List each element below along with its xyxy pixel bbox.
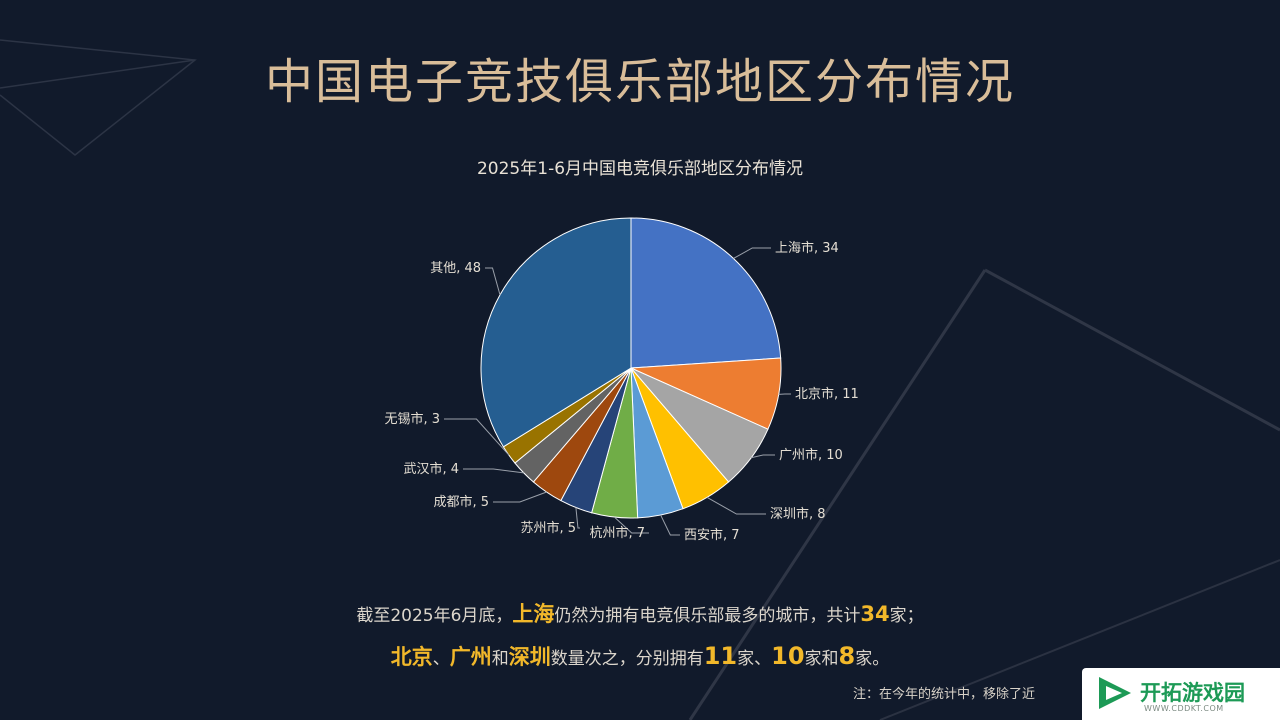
play-triangle-icon bbox=[1099, 677, 1131, 709]
chart-title: 2025年1-6月中国电竞俱乐部地区分布情况 bbox=[476, 159, 804, 179]
summary-text: 和 bbox=[491, 649, 509, 669]
data-label-2: 北京市, 11 bbox=[795, 386, 859, 402]
data-label-1: 上海市, 34 bbox=[775, 240, 839, 256]
summary-line-2: 北京、广州和深圳数量次之，分别拥有11家、10家和8家。 bbox=[0, 641, 1280, 671]
pie-slice-1 bbox=[630, 217, 782, 369]
summary-text: 仍然为拥有电竞俱乐部最多的城市，共计 bbox=[554, 606, 861, 626]
highlight-count: 10 bbox=[771, 642, 805, 670]
data-label-7: 苏州市, 5 bbox=[520, 520, 576, 536]
summary-text: 数量次之，分别拥有 bbox=[550, 649, 704, 669]
highlight-city: 北京 bbox=[390, 645, 433, 669]
summary-line-1: 截至2025年6月底，上海仍然为拥有电竞俱乐部最多的城市，共计34家； bbox=[0, 598, 1280, 628]
summary-text: 家和 bbox=[804, 649, 839, 669]
watermark-url: WWW.CDDKT.COM bbox=[1144, 704, 1224, 713]
leader-line-9 bbox=[463, 468, 524, 474]
highlight-count: 8 bbox=[838, 642, 856, 670]
pie-slice-11 bbox=[480, 217, 632, 448]
data-label-4: 深圳市, 8 bbox=[770, 506, 826, 522]
highlight-city: 上海 bbox=[512, 602, 555, 626]
data-label-6: 杭州市, 7 bbox=[589, 525, 645, 541]
footnote: 注：在今年的统计中，移除了近 bbox=[853, 687, 1036, 702]
data-label-5: 西安市, 7 bbox=[684, 527, 740, 543]
summary-text: 截至2025年6月底， bbox=[356, 606, 513, 626]
leader-line-3 bbox=[751, 454, 775, 459]
highlight-count: 34 bbox=[860, 602, 890, 626]
leader-line-10 bbox=[444, 418, 510, 456]
summary-text: 家； bbox=[889, 606, 924, 626]
summary-text: 家、 bbox=[737, 649, 772, 669]
data-label-8: 成都市, 5 bbox=[433, 494, 489, 510]
leader-line-11 bbox=[485, 267, 501, 296]
leader-line-8 bbox=[493, 491, 547, 503]
leader-line-7 bbox=[575, 507, 580, 529]
leader-line-6 bbox=[614, 516, 649, 534]
page-title: 中国电子竞技俱乐部地区分布情况 bbox=[264, 54, 1015, 110]
summary-text: 家。 bbox=[855, 649, 890, 669]
leader-line-1 bbox=[733, 247, 771, 259]
data-label-11: 其他, 48 bbox=[430, 261, 481, 276]
leader-line-5 bbox=[660, 514, 680, 536]
summary-text: 、 bbox=[432, 649, 450, 669]
highlight-count: 11 bbox=[703, 642, 738, 670]
leader-line-4 bbox=[706, 496, 766, 515]
data-label-10: 无锡市, 3 bbox=[384, 411, 440, 427]
data-label-9: 武汉市, 4 bbox=[403, 461, 459, 477]
data-label-3: 广州市, 10 bbox=[779, 447, 843, 463]
watermark-name: 开拓游戏园 bbox=[1140, 681, 1245, 705]
highlight-city: 深圳 bbox=[508, 645, 551, 669]
highlight-city: 广州 bbox=[449, 645, 492, 669]
